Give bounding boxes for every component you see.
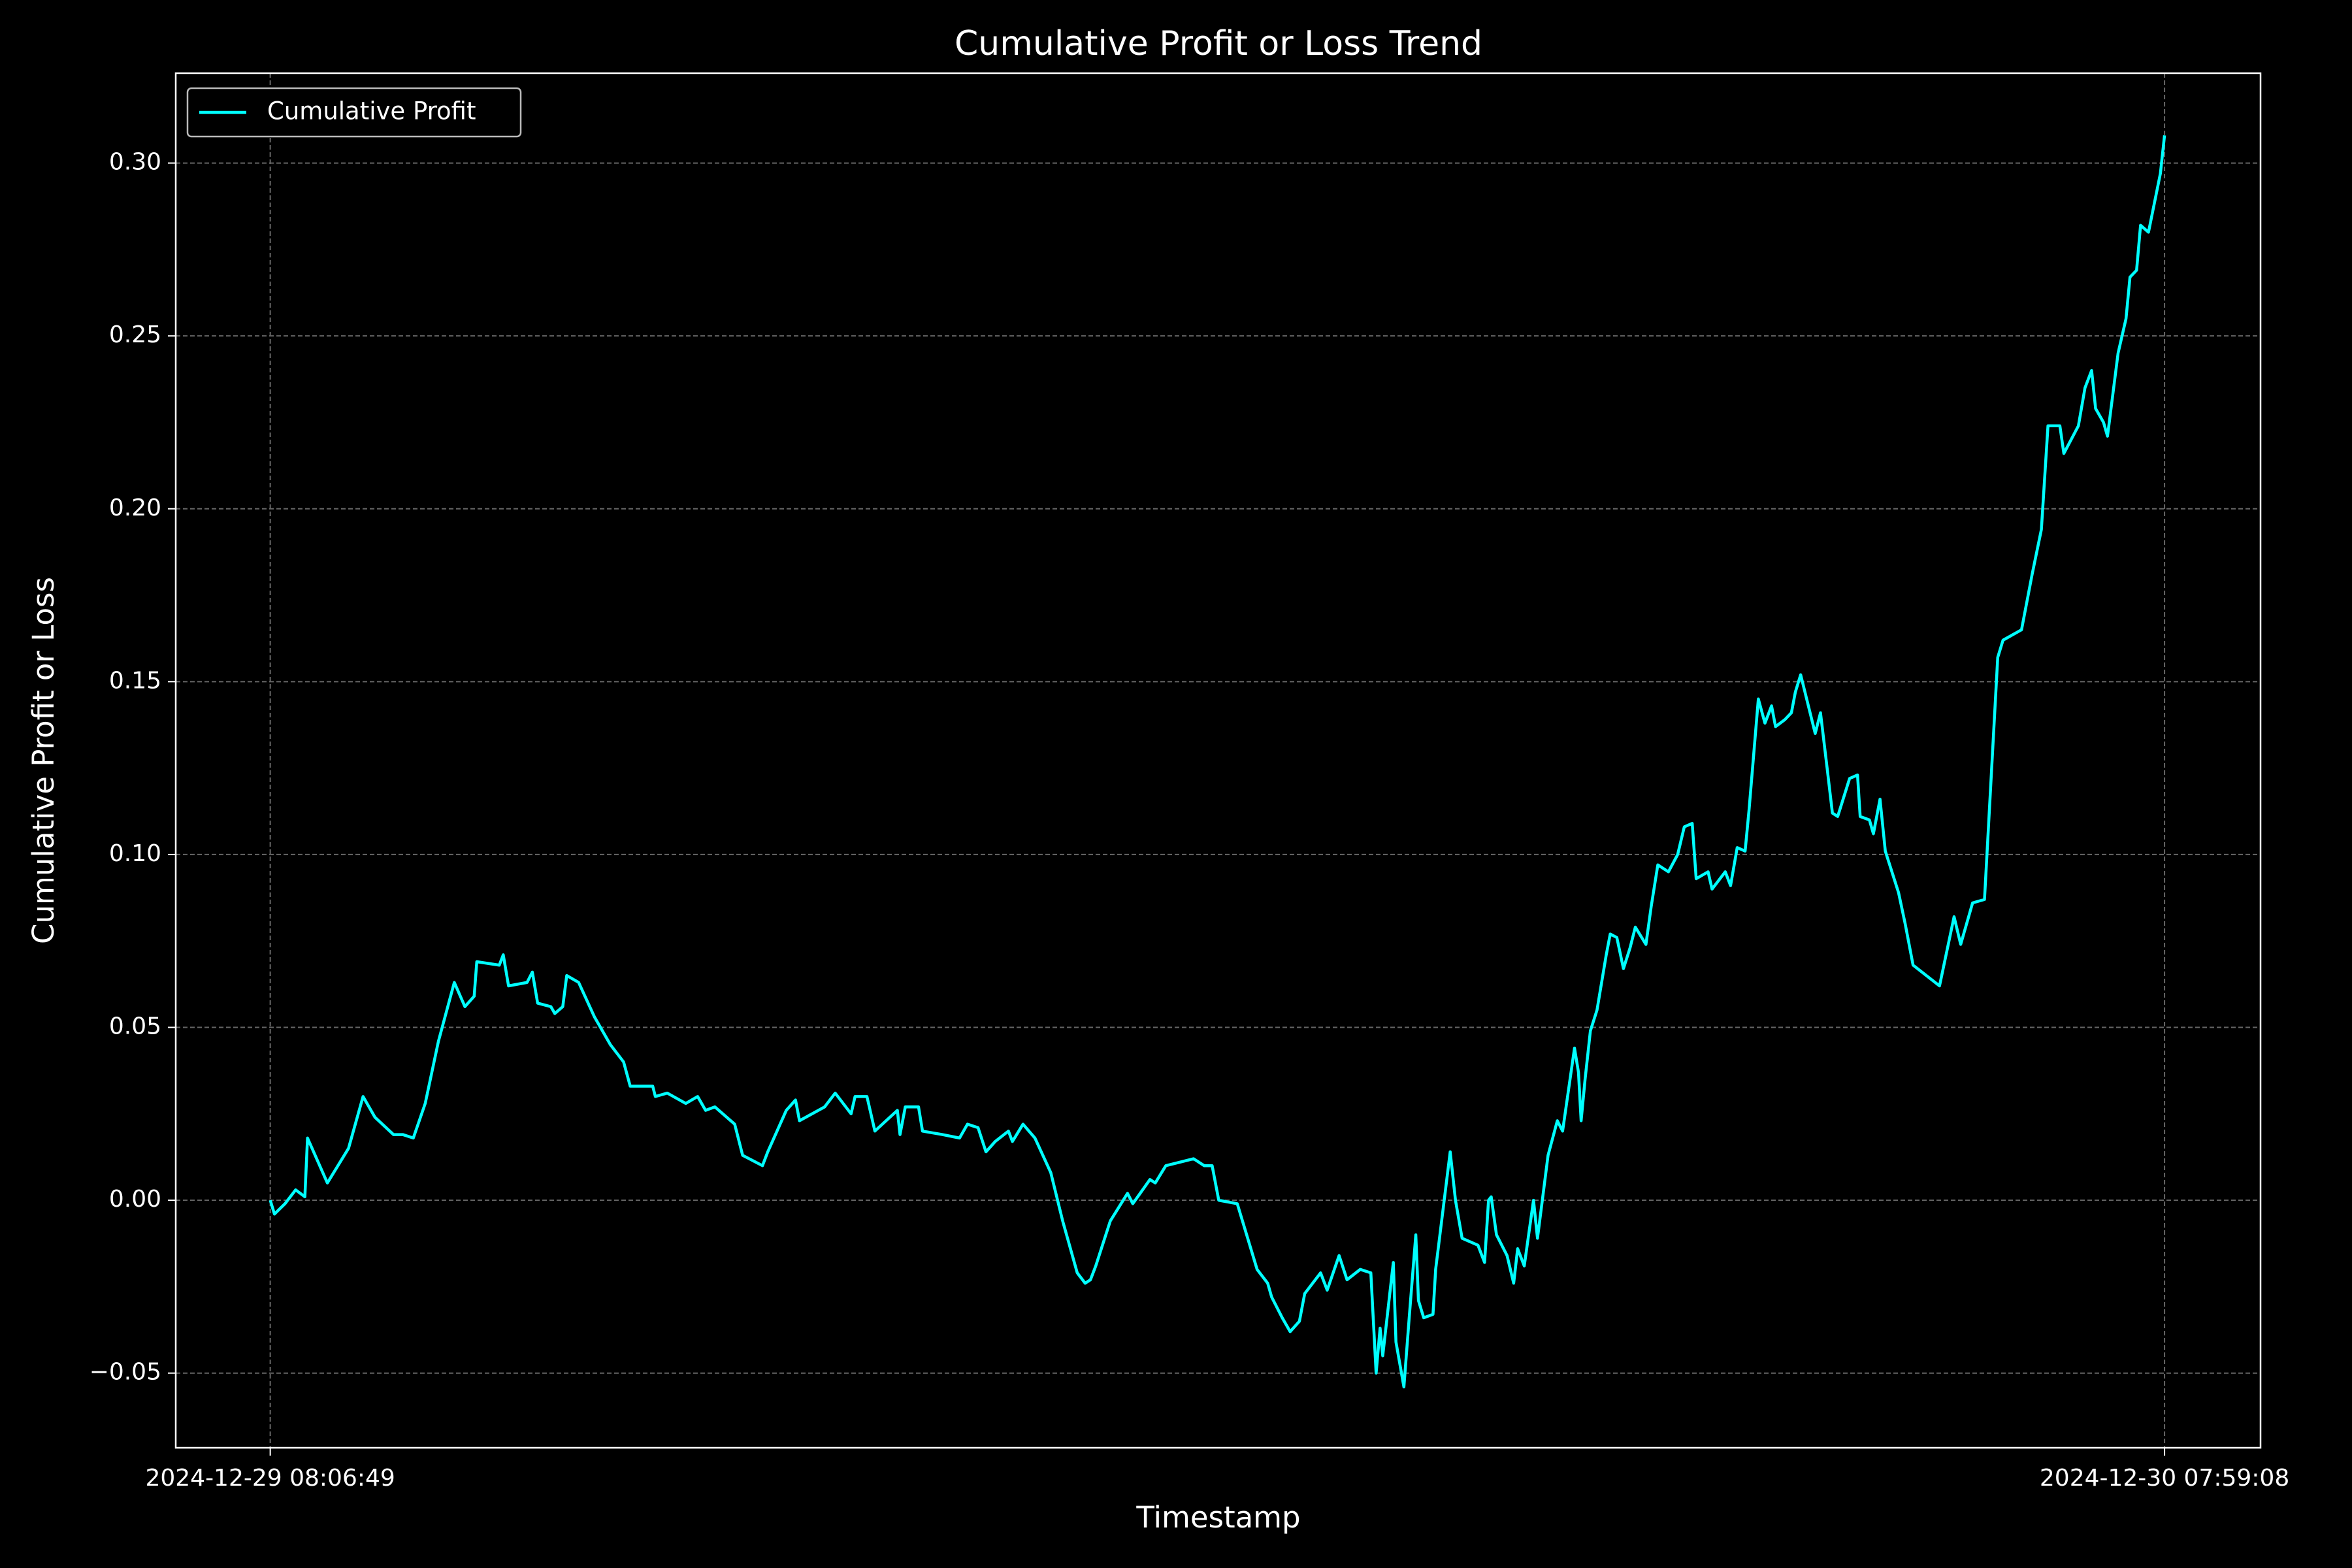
legend-box (186, 87, 522, 138)
y-tick-label: 0.25 (109, 321, 161, 348)
plot-frame (174, 72, 2262, 1449)
x-tick-label: 2024-12-30 07:59:08 (2040, 1465, 2289, 1492)
legend-label: Cumulative Profit (267, 97, 476, 125)
x-tick-label: 2024-12-29 08:06:49 (145, 1465, 395, 1492)
data-line (269, 135, 2166, 1389)
y-axis-label: Cumulative Profit or Loss (26, 577, 61, 944)
y-tick-label: 0.30 (109, 149, 161, 176)
y-tick-label: 0.15 (109, 667, 161, 694)
y-tick-label: −0.05 (90, 1359, 161, 1386)
x-axis-label: Timestamp (1135, 1500, 1300, 1535)
chart-title: Cumulative Profit or Loss Trend (955, 24, 1482, 63)
y-tick-label: 0.00 (109, 1186, 161, 1213)
y-tick-label: 0.05 (109, 1013, 161, 1040)
legend: Cumulative Profit (186, 87, 522, 138)
y-tick-label: 0.20 (109, 495, 161, 521)
y-tick-label: 0.10 (109, 840, 161, 867)
